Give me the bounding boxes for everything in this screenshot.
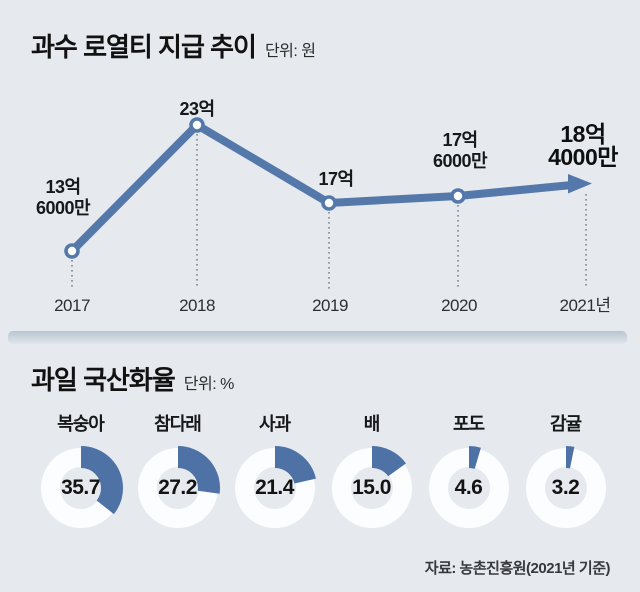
marker-2018 — [189, 117, 205, 133]
point-label-2017-line2: 6000만 — [35, 198, 91, 218]
donut-arc — [426, 446, 511, 530]
donut-value: 4.6 — [454, 476, 483, 499]
donut-value: 21.4 — [255, 476, 294, 499]
donut-arc — [329, 446, 414, 530]
donut-label: 배 — [363, 414, 381, 434]
donut-chart-apple: 21.4 — [232, 445, 318, 531]
donut-arc — [232, 446, 317, 530]
point-label-2018-line1: 23억 — [179, 99, 215, 119]
donut-arc — [38, 446, 123, 530]
point-label-2019-line1: 17억 — [318, 169, 354, 189]
point-label-2020-line1: 17억 — [442, 130, 478, 150]
donut-chart-kiwi: 27.2 — [135, 445, 221, 531]
donut-chart-pear: 15.0 — [329, 445, 415, 531]
donut-label: 감귤 — [549, 414, 582, 434]
donut-svg — [38, 446, 123, 530]
point-label-2017: 13억 6000만 — [14, 177, 112, 219]
donut-item-grape: 포도 4.6 — [420, 413, 517, 531]
donut-label: 복숭아 — [57, 414, 105, 434]
donut-value: 27.2 — [158, 476, 197, 499]
x-tick-2019: 2019 — [312, 296, 348, 315]
point-label-2020-line2: 6000만 — [432, 151, 488, 171]
donut-svg — [426, 446, 511, 530]
marker-2017 — [64, 243, 80, 259]
donut-chart-peach: 35.7 — [38, 445, 124, 531]
royalty-line-chart: 2017 2018 2019 2020 2021년 — [54, 117, 611, 315]
point-label-2017-line1: 13억 — [45, 177, 81, 197]
domestic-rate-header: 과일 국산화율 단위: % — [31, 360, 234, 397]
donut-svg — [523, 446, 608, 530]
donut-item-kiwi: 참다래 27.2 — [129, 413, 226, 531]
donut-label: 사과 — [258, 414, 291, 434]
donut-item-apple: 사과 21.4 — [226, 413, 323, 531]
point-label-2018: 23억 — [157, 99, 237, 120]
source-note: 자료: 농촌진흥원(2021년 기준) — [424, 560, 611, 577]
x-tick-2017: 2017 — [54, 296, 90, 315]
point-label-2019: 17억 — [296, 169, 376, 190]
x-tick-2020: 2020 — [441, 296, 477, 315]
donut-value: 3.2 — [551, 476, 580, 499]
donut-svg — [232, 446, 317, 530]
donut-item-peach: 복숭아 35.7 — [32, 413, 129, 531]
donut-item-pear: 배 15.0 — [323, 413, 420, 531]
donut-chart-grape: 4.6 — [426, 445, 512, 531]
donut-item-tangerine: 감귤 3.2 — [517, 413, 614, 531]
donut-svg — [329, 446, 414, 530]
point-label-2021-line1: 18억 — [560, 121, 606, 147]
donut-label: 참다래 — [154, 414, 202, 434]
royalty-chart-title: 과수 로열티 지급 추이 — [31, 32, 257, 62]
donut-svg — [135, 446, 220, 530]
donut-chart-tangerine: 3.2 — [523, 445, 609, 531]
point-label-2021: 18억 4000만 — [523, 123, 640, 169]
donut-arc — [135, 446, 220, 530]
point-label-2020: 17억 6000만 — [411, 130, 509, 172]
donut-row: 복숭아 35.7 참다래 27.2 사과 21.4 — [32, 413, 614, 531]
royalty-chart-unit: 단위: 원 — [264, 43, 316, 60]
donut-value: 15.0 — [352, 476, 391, 499]
donut-label: 포도 — [452, 414, 485, 434]
domestic-rate-title: 과일 국산화율 — [31, 365, 176, 395]
royalty-chart-header: 과수 로열티 지급 추이 단위: 원 — [31, 27, 316, 64]
donut-arc — [523, 446, 608, 530]
trend-arrowhead-icon — [568, 174, 592, 194]
x-tick-2021: 2021년 — [560, 296, 611, 315]
marker-2019 — [321, 195, 337, 211]
marker-2020 — [450, 188, 466, 204]
x-tick-2018: 2018 — [179, 296, 215, 315]
donut-value: 35.7 — [61, 476, 100, 499]
section-divider — [8, 331, 627, 344]
point-label-2021-line2: 4000만 — [548, 144, 618, 170]
domestic-rate-unit: 단위: % — [183, 376, 235, 393]
